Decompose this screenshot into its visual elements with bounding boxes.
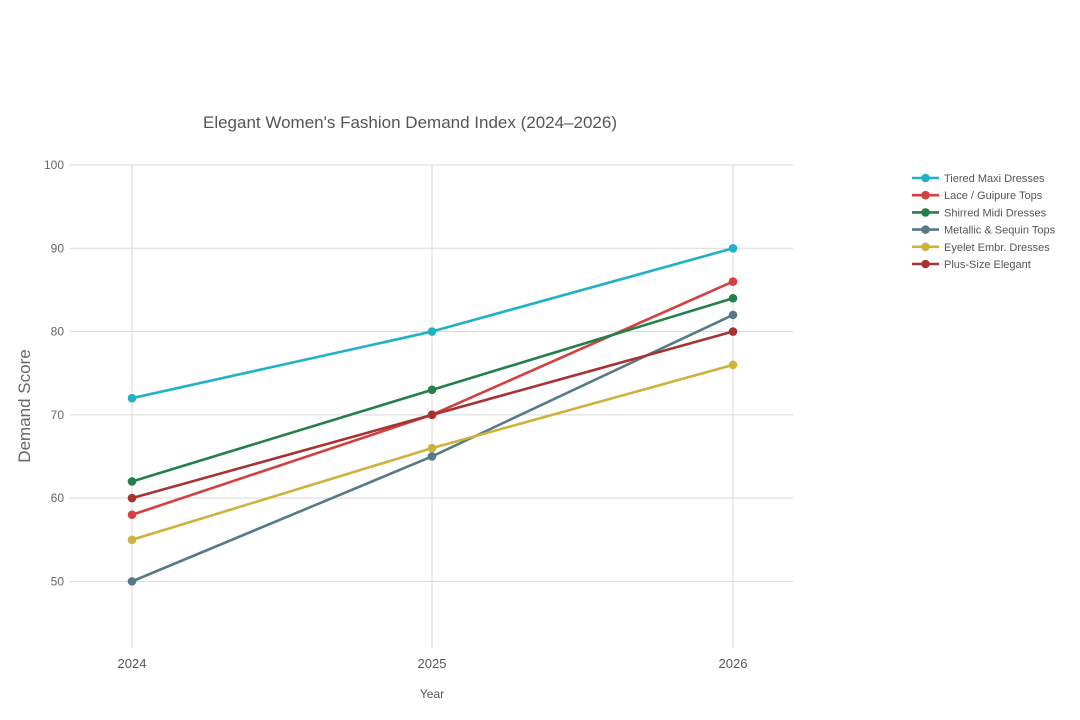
legend: Tiered Maxi Dresses Lace / Guipure Tops Sh… [912, 173, 1056, 271]
legend-swatch-marker [921, 173, 930, 183]
legend-item[interactable]: Metallic & Sequin Tops [912, 225, 1056, 237]
series-group [127, 243, 738, 586]
series-4 [127, 360, 738, 545]
legend-item[interactable]: Shirred Midi Dresses [912, 207, 1047, 219]
data-point [728, 327, 738, 336]
y-tick-label: 70 [51, 408, 65, 422]
data-point [127, 510, 137, 520]
legend-item[interactable]: Tiered Maxi Dresses [912, 173, 1045, 185]
y-tick-label: 60 [51, 491, 65, 505]
data-point [427, 443, 437, 453]
data-point [728, 310, 738, 320]
legend-item[interactable]: Plus-Size Elegant [912, 259, 1031, 271]
data-point [127, 493, 137, 503]
y-tick-label: 50 [51, 574, 65, 588]
legend-swatch-marker [921, 259, 930, 269]
legend-swatch-marker [921, 225, 930, 234]
series-2 [127, 293, 738, 486]
legend-label: Metallic & Sequin Tops [944, 225, 1056, 237]
data-point [728, 293, 738, 303]
series-0 [127, 243, 738, 403]
x-axis-title: Year [420, 687, 444, 701]
data-point [728, 360, 738, 370]
data-point [427, 327, 437, 336]
data-point [728, 243, 738, 253]
legend-label: Tiered Maxi Dresses [944, 173, 1045, 185]
legend-label: Lace / Guipure Tops [944, 190, 1043, 202]
legend-label: Plus-Size Elegant [944, 259, 1031, 271]
chart-title: Elegant Women's Fashion Demand Index (20… [203, 113, 617, 132]
legend-label: Shirred Midi Dresses [944, 207, 1047, 219]
x-tick-labels: 2024 2025 2026 [118, 656, 748, 671]
legend-item[interactable]: Lace / Guipure Tops [912, 190, 1043, 202]
legend-swatch-marker [921, 208, 930, 217]
legend-swatch-marker [921, 190, 930, 200]
y-tick-label: 90 [51, 241, 65, 255]
data-point [427, 385, 437, 395]
x-tick-label: 2024 [118, 656, 147, 671]
data-point [127, 535, 137, 545]
series-3 [127, 310, 738, 586]
series-5 [127, 327, 738, 503]
y-tick-label: 100 [44, 158, 64, 172]
data-point [127, 577, 137, 586]
y-axis-title: Demand Score [15, 349, 34, 462]
legend-swatch-marker [921, 242, 930, 252]
data-point [427, 410, 437, 420]
data-point [728, 277, 738, 286]
data-point [127, 477, 137, 486]
y-tick-labels: 50 60 70 80 90 100 [44, 158, 64, 588]
legend-label: Eyelet Embr. Dresses [944, 242, 1050, 254]
data-point [427, 452, 437, 461]
y-tick-label: 80 [51, 325, 65, 339]
data-point [127, 393, 137, 403]
x-tick-label: 2026 [719, 656, 748, 671]
x-tick-label: 2025 [418, 656, 447, 671]
grid [70, 164, 793, 648]
legend-item[interactable]: Eyelet Embr. Dresses [912, 242, 1050, 254]
